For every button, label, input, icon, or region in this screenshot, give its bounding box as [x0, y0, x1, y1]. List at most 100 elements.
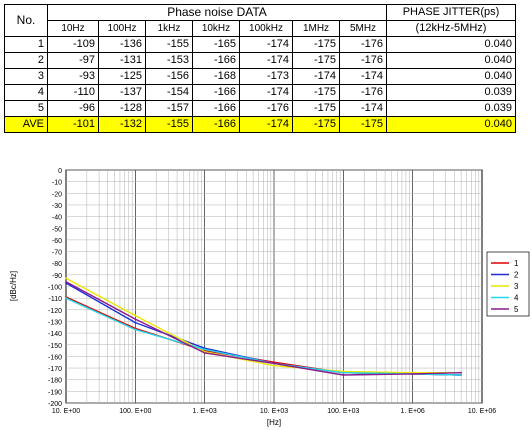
jitter-value: 0.039: [386, 100, 516, 117]
freq-header: 1kHz: [145, 20, 193, 37]
freq-header: 10kHz: [192, 20, 240, 37]
jitter-value: 0.039: [386, 84, 516, 101]
data-point: [273, 362, 275, 365]
phase-noise-value: -175: [292, 84, 340, 101]
row-number: AVE: [4, 116, 48, 133]
phase-noise-value: -131: [98, 52, 146, 69]
legend-label: 4: [514, 294, 519, 303]
y-tick-label: -160: [48, 354, 62, 361]
phase-noise-value: -125: [98, 68, 146, 85]
y-tick-label: -170: [48, 366, 62, 373]
phase-noise-value: -168: [192, 68, 240, 85]
y-tick-label: -10: [52, 180, 62, 187]
data-point: [460, 371, 463, 374]
freq-header: 5MHz: [339, 20, 387, 37]
phase-noise-value: -174: [339, 100, 387, 117]
phase-noise-value: -174: [239, 52, 293, 69]
y-tick-label: -180: [48, 378, 62, 385]
y-tick-label: -80: [52, 261, 62, 268]
grid: [65, 169, 482, 404]
data-point: [65, 297, 67, 300]
phase-noise-value: -175: [292, 36, 340, 53]
y-tick-label: -140: [48, 331, 62, 338]
data-point: [134, 328, 137, 331]
phase-noise-value: -155: [145, 36, 193, 53]
phase-noise-value: -166: [192, 100, 240, 117]
data-point: [203, 352, 206, 354]
y-axis-label: [dBc/Hz]: [9, 271, 18, 301]
phase-noise-table: No. Phase noise DATA PHASE JITTER(ps) 10…: [4, 4, 516, 133]
phase-noise-value: -97: [47, 52, 99, 69]
freq-header: 100kHz: [239, 20, 293, 37]
jitter-header: PHASE JITTER(ps): [386, 4, 516, 21]
phase-noise-value: -110: [47, 84, 99, 101]
x-tick-label: 1. E+06: [401, 408, 425, 415]
phase-noise-value: -174: [239, 84, 293, 101]
phase-noise-value: -128: [98, 100, 146, 117]
phase-noise-value: -174: [339, 68, 387, 85]
data-point: [134, 314, 137, 317]
phase-noise-value: -137: [98, 84, 146, 101]
jitter-value: 0.040: [386, 116, 516, 133]
phase-noise-value: -109: [47, 36, 99, 53]
phase-noise-value: -155: [145, 116, 193, 133]
data-point: [134, 321, 137, 324]
row-number: 2: [4, 52, 48, 69]
phase-noise-value: -166: [192, 52, 240, 69]
jitter-range: (12kHz-5MHz): [386, 20, 516, 37]
phase-noise-value: -166: [192, 116, 240, 133]
y-tick-label: -190: [48, 389, 62, 396]
table-title: Phase noise DATA: [47, 4, 387, 21]
y-tick-label: -40: [52, 215, 62, 222]
phase-noise-value: -156: [145, 68, 193, 85]
phase-noise-value: -101: [47, 116, 99, 133]
phase-noise-value: -176: [339, 84, 387, 101]
y-tick-label: -20: [52, 191, 62, 198]
row-number: 1: [4, 36, 48, 53]
phase-noise-value: -175: [292, 52, 340, 69]
phase-noise-value: -166: [192, 84, 240, 101]
phase-noise-value: -175: [292, 100, 340, 117]
table-row: 1 -109 -136 -155 -165 -174 -175 -176 0.040: [4, 36, 516, 53]
legend-label: 2: [514, 271, 519, 280]
phase-noise-value: -96: [47, 100, 99, 117]
freq-header: 10Hz: [47, 20, 99, 37]
x-tick-label: 100. E+00: [119, 408, 151, 415]
y-tick-label: -90: [52, 273, 62, 280]
y-tick-label: -70: [52, 250, 62, 257]
freq-header-row: 10Hz 100Hz 1kHz 10kHz 100kHz 1MHz 5MHz (12kHz-5…: [5, 20, 516, 37]
table-row: 2 -97 -131 -153 -166 -174 -175 -176 0.040: [4, 52, 516, 69]
y-tick-label: -50: [52, 226, 62, 233]
no-header: No.: [4, 4, 48, 37]
data-point: [411, 372, 414, 375]
data-point: [460, 374, 463, 376]
y-axis: 0 -10 -20 -30 -40 -50 -60 -70 -80 -90 -100 -110 -120…: [48, 168, 62, 408]
row-number: 3: [4, 68, 48, 85]
phase-noise-value: -132: [98, 116, 146, 133]
jitter-value: 0.040: [386, 36, 516, 53]
phase-noise-value: -175: [339, 116, 387, 133]
phase-noise-value: -173: [239, 68, 293, 85]
freq-header: 1MHz: [292, 20, 340, 37]
x-tick-label: 10. E+06: [468, 408, 496, 415]
x-tick-label: 100. E+03: [327, 408, 359, 415]
y-tick-label: -60: [52, 238, 62, 245]
table-row: 5 -96 -128 -157 -166 -176 -175 -174 0.039: [4, 100, 516, 117]
y-tick-label: -200: [48, 401, 62, 408]
data-point: [134, 318, 137, 321]
data-point: [342, 374, 345, 376]
phase-noise-chart: 0 -10 -20 -30 -40 -50 -60 -70 -80 -90 -100 -110 -120…: [9, 168, 530, 427]
x-tick-label: 1. E+03: [193, 408, 217, 415]
data-point: [342, 371, 345, 374]
y-tick-label: -120: [48, 308, 62, 315]
data-point: [273, 364, 275, 367]
data-point: [65, 277, 67, 280]
y-tick-label: -130: [48, 319, 62, 326]
y-tick-label: -150: [48, 343, 62, 350]
table-row: 4 -110 -137 -154 -166 -174 -175 -176 0.039: [4, 84, 516, 101]
legend-label: 5: [514, 305, 519, 314]
phase-noise-value: -153: [145, 52, 193, 69]
table-title-row: No. Phase noise DATA PHASE JITTER(ps): [4, 4, 516, 37]
phase-noise-value: -165: [192, 36, 240, 53]
jitter-value: 0.040: [386, 52, 516, 69]
